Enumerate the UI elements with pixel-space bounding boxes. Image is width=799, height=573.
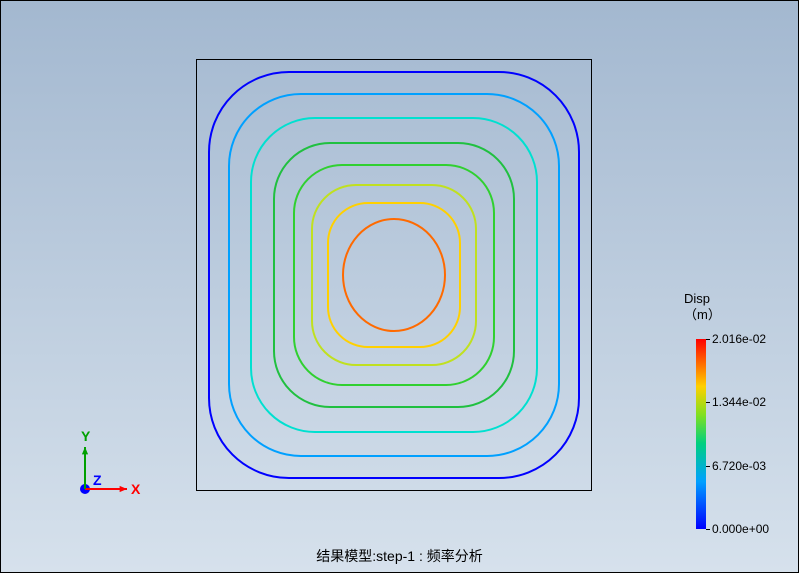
legend-tick: 6.720e-03 [712, 459, 766, 473]
legend-title: Disp （m） [684, 291, 721, 322]
legend-tick-mark [706, 339, 710, 340]
legend-tick-mark [706, 466, 710, 467]
legend-tick-mark [706, 402, 710, 403]
axis-y: Y [81, 428, 91, 489]
simulation-viewport[interactable]: ZXY Disp （m） 2.016e-021.344e-026.720e-03… [0, 0, 799, 573]
color-legend: Disp （m） 2.016e-021.344e-026.720e-030.00… [684, 291, 721, 322]
svg-text:Z: Z [93, 472, 102, 488]
legend-tick-mark [706, 529, 710, 530]
axis-triad: Z X Y [1, 1, 799, 573]
legend-tick: 0.000e+00 [712, 522, 769, 536]
legend-tick: 1.344e-02 [712, 395, 766, 409]
result-caption: 结果模型:step-1 : 频率分析 [1, 546, 798, 566]
legend-tick: 2.016e-02 [712, 332, 766, 346]
svg-text:Y: Y [81, 428, 91, 444]
svg-text:X: X [131, 481, 141, 497]
colorbar [696, 339, 706, 529]
